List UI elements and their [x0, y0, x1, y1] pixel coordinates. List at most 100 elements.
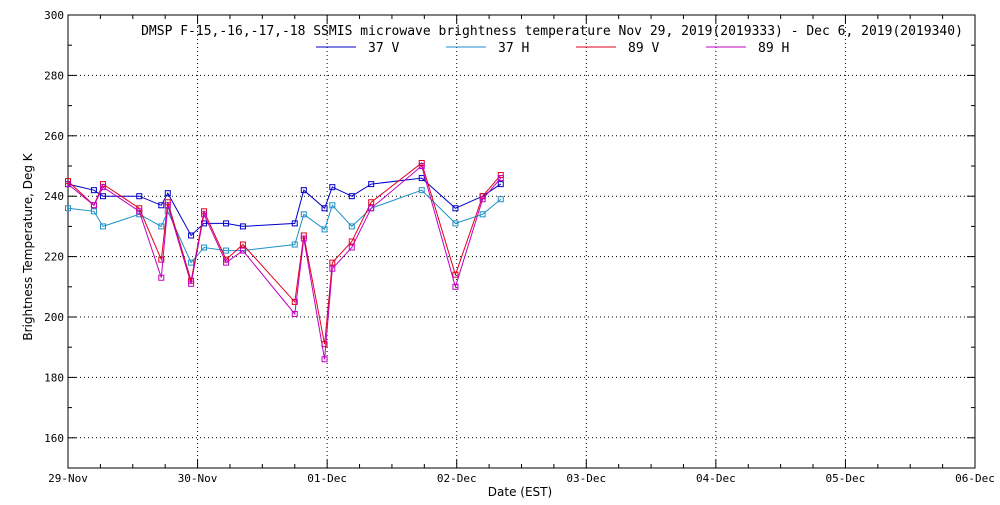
data-point-marker [164, 199, 171, 206]
legend-item: 37 H [446, 41, 529, 56]
data-point-marker [164, 202, 171, 209]
grid [68, 15, 975, 468]
data-point-marker [348, 244, 355, 251]
y-tick-label: 240 [44, 190, 64, 203]
x-tick-label: 05-Dec [826, 472, 866, 485]
data-point-marker [158, 256, 165, 263]
data-point-marker [223, 247, 230, 254]
legend-item: 89 H [706, 41, 789, 56]
data-point-marker [452, 220, 459, 227]
data-point-marker [479, 196, 486, 203]
data-point-marker [65, 178, 71, 185]
legend-label: 89 H [758, 41, 789, 56]
data-point-marker [418, 187, 425, 194]
series-line [67, 162, 502, 345]
plot-frame [67, 14, 976, 469]
data-point-marker [300, 235, 307, 242]
data-point-marker [90, 187, 97, 194]
data-point-marker [164, 190, 171, 197]
legend-label: 89 V [628, 41, 659, 56]
data-point-marker [201, 244, 208, 251]
data-point-marker [65, 205, 71, 212]
x-tick-label: 03-Dec [566, 472, 606, 485]
data-point-marker [65, 181, 71, 188]
series-line [67, 165, 502, 360]
data-point-marker [497, 196, 504, 203]
data-point-marker [158, 223, 165, 230]
data-point-marker [136, 193, 143, 200]
chart-title: DMSP F-15,-16,-17,-18 SSMIS microwave br… [141, 24, 963, 39]
data-point-marker [90, 208, 97, 215]
data-point-marker [136, 208, 143, 215]
data-point-marker [329, 184, 336, 191]
data-point-marker [452, 271, 459, 278]
data-point-marker [99, 193, 106, 200]
data-point-marker [300, 211, 307, 218]
data-point-marker [223, 220, 230, 227]
data-point-marker [201, 211, 208, 218]
data-point-marker [329, 259, 336, 266]
series-line [67, 177, 502, 237]
data-point-marker [368, 205, 375, 212]
y-tick-label: 160 [44, 432, 64, 445]
data-point-marker [223, 259, 230, 266]
x-tick-label: 30-Nov [178, 472, 218, 485]
series-89-v [65, 159, 504, 348]
data-point-marker [188, 232, 195, 239]
data-point-marker [418, 163, 425, 169]
data-point-marker [291, 241, 298, 248]
legend-item: 89 V [576, 41, 659, 56]
x-tick-label: 02-Dec [437, 472, 477, 485]
x-tick-label: 29-Nov [48, 472, 88, 485]
plot-border [67, 14, 976, 469]
data-point-marker [497, 172, 504, 179]
data-point-marker [158, 202, 165, 209]
axis-ticks: 160 180 200 220 240 260 280 300 29-Nov 30-Nov 01-D… [44, 9, 995, 485]
legend-label: 37 H [498, 41, 529, 56]
data-point-marker [188, 280, 195, 287]
data-point-marker [321, 356, 328, 363]
y-tick-label: 220 [44, 251, 64, 264]
data-point-marker [239, 247, 246, 254]
data-point-marker [452, 283, 459, 290]
series-37-h [65, 187, 504, 266]
data-point-marker [99, 184, 106, 191]
y-tick-label: 280 [44, 69, 64, 82]
data-point-marker [321, 226, 328, 233]
data-point-marker [329, 265, 336, 272]
data-point-marker [291, 310, 298, 317]
series-line [67, 189, 502, 264]
data-point-marker [368, 199, 375, 206]
x-axis-label: Date (EST) [488, 485, 552, 499]
x-tick-label: 01-Dec [307, 472, 347, 485]
legend-item: 37 V [316, 41, 399, 56]
data-point-marker [99, 223, 106, 230]
data-point-marker [497, 181, 504, 188]
data-point-marker [239, 223, 246, 230]
series-37-v [65, 175, 504, 239]
x-tick-label: 04-Dec [696, 472, 736, 485]
y-tick-label: 200 [44, 311, 64, 324]
data-point-marker [300, 187, 307, 194]
y-axis-label: Brightness Temperature, Deg K [21, 152, 35, 340]
data-point-marker [90, 202, 97, 209]
y-tick-label: 180 [44, 371, 64, 384]
y-tick-label: 300 [44, 9, 64, 22]
data-point-marker [239, 241, 246, 248]
data-point-marker [452, 205, 459, 212]
data-point-marker [418, 175, 425, 182]
y-tick-label: 260 [44, 130, 64, 143]
series-89-h [65, 163, 504, 363]
data-point-marker [158, 274, 165, 281]
data-point-marker [321, 205, 328, 212]
data-point-marker [348, 193, 355, 200]
x-tick-label: 06-Dec [955, 472, 995, 485]
data-point-marker [291, 220, 298, 227]
data-point-marker [368, 181, 375, 188]
data-point-marker [329, 202, 336, 209]
data-point-marker [291, 298, 298, 305]
series-group [65, 159, 504, 363]
data-point-marker [497, 175, 504, 182]
